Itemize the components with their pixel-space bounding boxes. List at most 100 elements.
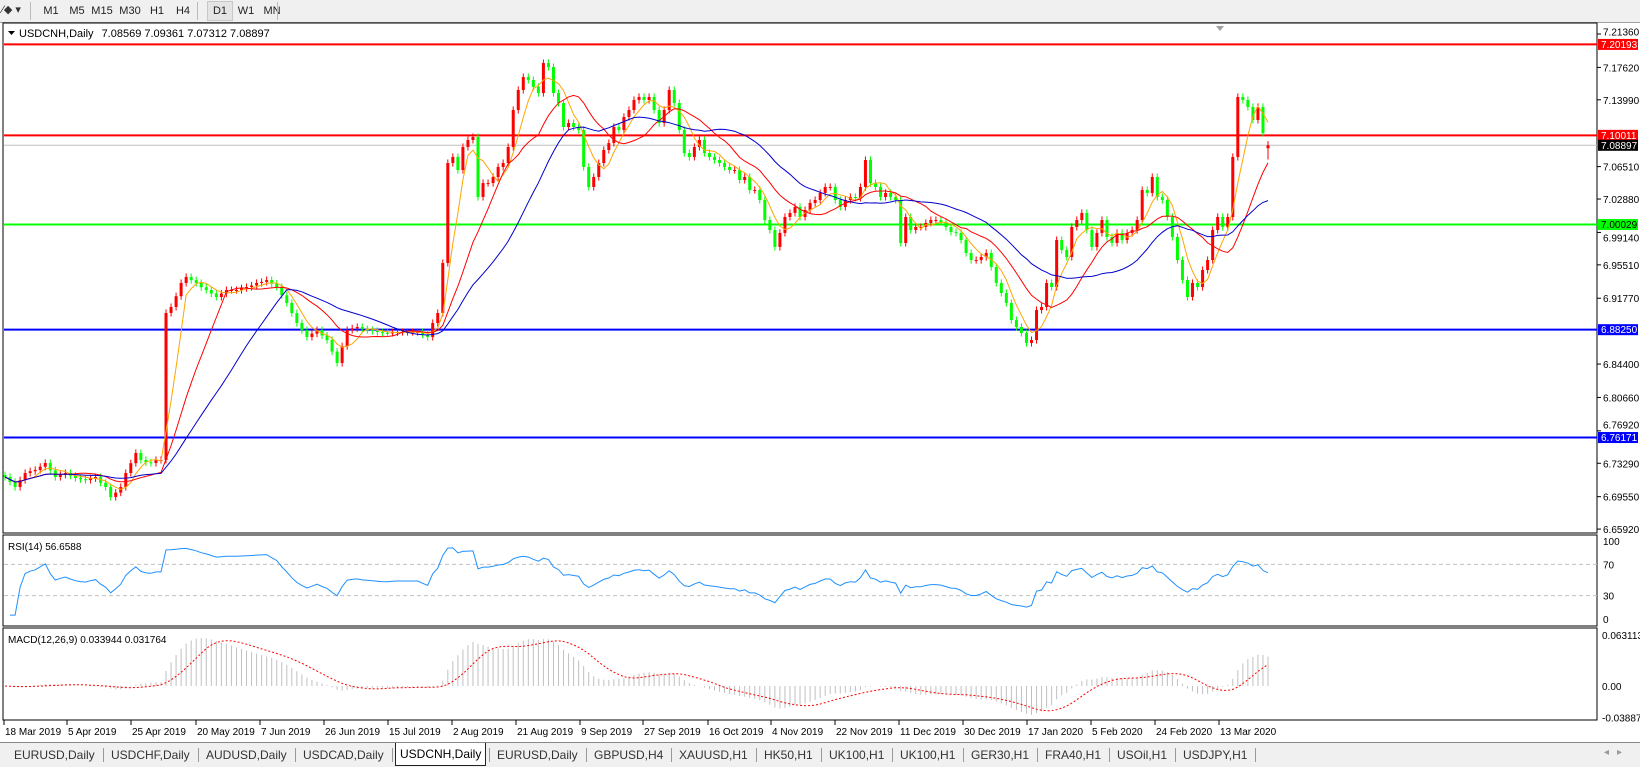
candle-body [426, 334, 430, 337]
candle-body [1045, 282, 1049, 307]
candle-body [365, 329, 369, 331]
candle-body [1221, 216, 1225, 227]
tab-divider [963, 748, 964, 762]
candle-body [1110, 236, 1114, 243]
candle-body [758, 190, 762, 201]
chart-tab[interactable]: GER30,H1 [971, 748, 1030, 762]
tab-divider [756, 748, 757, 762]
candle-body [1180, 260, 1184, 281]
rsi-panel[interactable] [2, 534, 1598, 627]
chart-tab[interactable]: UK100,H1 [900, 748, 956, 762]
candle-body [1160, 196, 1164, 201]
candle-body [723, 163, 727, 167]
price-axis-label: 6.80660 [1603, 393, 1640, 404]
candle-body [23, 472, 27, 481]
candle-body [763, 200, 767, 221]
price-axis-label: 6.69550 [1603, 493, 1640, 504]
chart-tab[interactable]: USOil,H1 [1117, 748, 1168, 762]
candle-body [179, 282, 183, 297]
candle-body [979, 256, 983, 261]
timeframe-m1-button[interactable]: M1 [43, 5, 59, 17]
candle-body [1251, 106, 1255, 120]
candle-body [712, 156, 716, 161]
candle-body [964, 240, 968, 253]
macd-axis-label: 0.00 [1602, 682, 1622, 693]
candle-body [667, 89, 671, 110]
chart-tab[interactable]: EURUSD,Daily [14, 748, 95, 762]
timeframe-h1-button[interactable]: H1 [149, 5, 165, 17]
timeframe-w1-button[interactable]: W1 [237, 5, 255, 17]
candle-body [1080, 212, 1084, 221]
candle-body [1014, 320, 1018, 327]
candle-body [33, 469, 37, 472]
macd-panel[interactable] [2, 627, 1598, 721]
candle-body [949, 226, 953, 232]
candle-body [1024, 332, 1028, 343]
candle-body [647, 96, 651, 100]
date-axis-label: 17 Jan 2020 [1028, 727, 1083, 738]
chart-tab[interactable]: AUDUSD,Daily [206, 748, 287, 762]
candle-body [114, 492, 118, 498]
candle-body [909, 216, 913, 231]
legend-collapse-arrow-icon[interactable] [8, 31, 15, 35]
candle-body [461, 146, 465, 171]
chart-tab[interactable]: EURUSD,Daily [497, 748, 578, 762]
timeframe-h4-button[interactable]: H4 [175, 5, 191, 17]
candle-body [838, 200, 842, 207]
candle-body [451, 156, 455, 164]
chart-tab[interactable]: XAUUSD,H1 [679, 748, 748, 762]
candle-body [18, 480, 22, 488]
chart-window[interactable]: 7.21360 7.17620 7.13990 7.06510 7.02880 6.991… [0, 0, 1640, 742]
timeframe-m15-button[interactable]: M15 [91, 5, 113, 17]
candle-body [783, 216, 787, 233]
candle-body [592, 176, 596, 187]
timeframe-m30-button[interactable]: M30 [119, 5, 141, 17]
candle-body [531, 79, 535, 87]
candle-body [1125, 232, 1129, 241]
candle-body [617, 126, 621, 130]
candle-body [944, 221, 948, 227]
candle-body [702, 139, 706, 154]
candle-body [974, 260, 978, 262]
candle-body [748, 176, 752, 191]
tab-divider [671, 748, 672, 762]
candle-body [632, 99, 636, 110]
candle-body [587, 166, 591, 187]
date-axis-label: 24 Feb 2020 [1156, 727, 1213, 738]
candle-body [58, 474, 62, 478]
main-price-panel[interactable] [2, 22, 1598, 534]
candle-body [199, 282, 203, 288]
chart-tab[interactable]: USDCNH,Daily [395, 743, 487, 766]
candle-body [1206, 260, 1210, 271]
toolbar-divider [277, 2, 278, 20]
candle-body [486, 183, 490, 185]
candle-body [677, 103, 681, 130]
chart-tab[interactable]: FRA40,H1 [1045, 748, 1102, 762]
chart-tab[interactable]: UK100,H1 [829, 748, 885, 762]
candle-body [1236, 96, 1240, 157]
chart-tab[interactable]: USDCAD,Daily [303, 748, 384, 762]
candle-body [1246, 99, 1250, 107]
chart-tab[interactable]: USDJPY,H1 [1183, 748, 1248, 762]
chart-tab[interactable]: GBPUSD,H4 [594, 748, 664, 762]
timeframe-d1-button[interactable]: D1 [207, 1, 233, 21]
candle-body [345, 330, 349, 347]
candle-body [1055, 240, 1059, 287]
chart-shift-marker-icon[interactable] [1216, 26, 1224, 31]
candle-body [380, 331, 384, 333]
chart-tabs-bar: EURUSD,Daily USDCHF,Daily AUDUSD,Daily USDC… [0, 742, 1640, 767]
chart-tab[interactable]: USDCHF,Daily [111, 748, 190, 762]
candle-body [818, 192, 822, 201]
candle-body [793, 206, 797, 213]
candle-body [209, 290, 213, 294]
candle-body [768, 220, 772, 231]
candle-body [214, 293, 218, 297]
chart-tab[interactable]: HK50,H1 [764, 748, 813, 762]
timeframe-m5-button[interactable]: M5 [69, 5, 85, 17]
candle-body [637, 96, 641, 100]
candle-body [73, 475, 77, 478]
tab-scroll-arrows-icon[interactable]: ◂▸ [1603, 747, 1630, 758]
timeframe-mn-button[interactable]: MN [263, 5, 281, 17]
line-tool-icon[interactable]: ⁄◆ ▾ [2, 4, 21, 16]
candle-body [798, 206, 802, 217]
